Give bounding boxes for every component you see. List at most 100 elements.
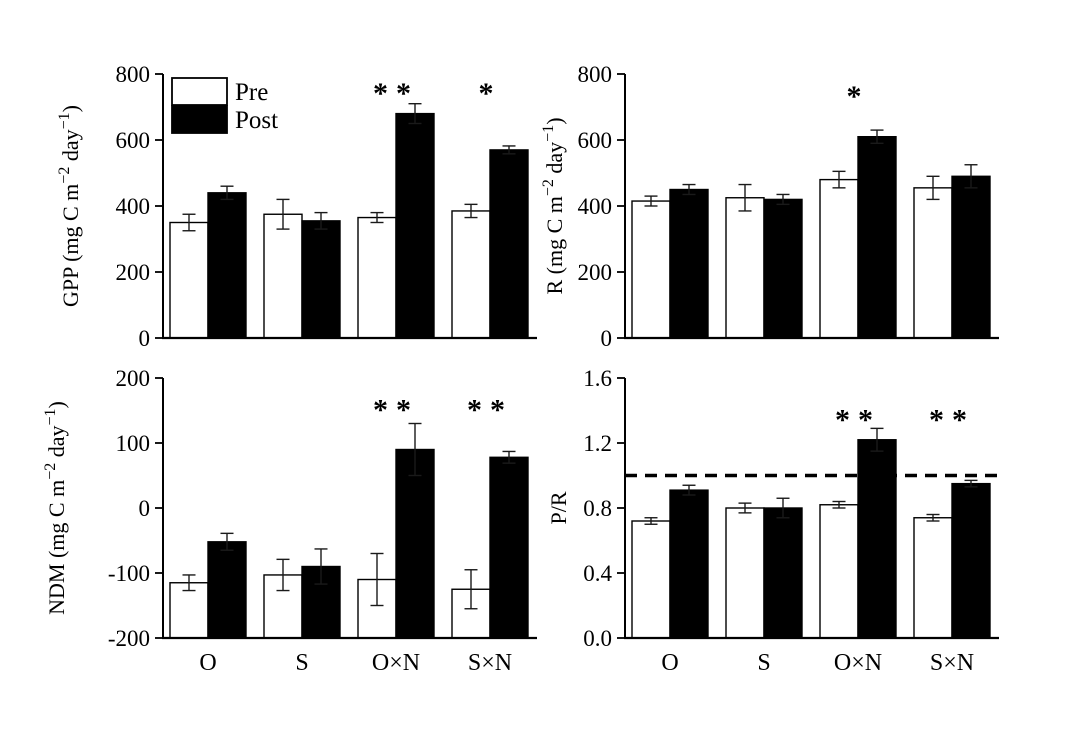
y-axis-label-ndm: NDM (mg C m−2 day−1) xyxy=(42,401,69,615)
y-tick-label-gpp-2: 400 xyxy=(116,194,151,219)
error-bar-gpp-pre-1 xyxy=(276,198,290,230)
bar-r-pre-3 xyxy=(913,187,953,339)
bar-gpp-pre-3 xyxy=(451,210,491,339)
y-tick-label-r-4: 800 xyxy=(578,62,613,87)
bar-ndm-pre-0 xyxy=(169,582,209,639)
error-bar-r-post-3 xyxy=(964,164,978,189)
error-bar-pr-post-3 xyxy=(964,479,978,488)
bar-pr-pre-2 xyxy=(819,504,859,639)
error-bar-pr-pre-2 xyxy=(832,500,846,509)
significance-marker-ndm-2: ** xyxy=(373,393,419,426)
error-bar-ndm-pre-2 xyxy=(370,552,384,607)
x-category-label-ndm-0: O xyxy=(199,650,216,676)
significance-marker-r-2: * xyxy=(847,80,870,113)
error-bar-r-post-2 xyxy=(870,129,884,145)
error-bar-ndm-pre-0 xyxy=(182,574,196,592)
y-axis-label-pr: P/R xyxy=(546,491,571,524)
y-tick-label-ndm-3: 100 xyxy=(116,431,151,456)
error-bar-r-post-0 xyxy=(682,183,696,196)
x-category-label-ndm-1: S xyxy=(295,650,308,676)
x-category-label-ndm-2: O×N xyxy=(372,650,420,676)
significance-marker-ndm-3: ** xyxy=(467,393,513,426)
y-tick-label-gpp-4: 800 xyxy=(116,62,151,87)
error-bar-gpp-post-3 xyxy=(502,145,516,155)
x-category-label-ndm-3: S×N xyxy=(468,650,512,676)
error-bar-pr-pre-1 xyxy=(738,502,752,514)
error-bar-gpp-post-2 xyxy=(408,102,422,125)
error-bar-pr-post-2 xyxy=(870,427,884,452)
error-bar-pr-post-1 xyxy=(776,497,790,519)
bar-pr-post-1 xyxy=(763,507,803,639)
error-bar-ndm-pre-1 xyxy=(276,558,290,592)
bar-pr-post-2 xyxy=(857,439,897,639)
x-category-label-pr-0: O xyxy=(661,650,678,676)
bar-gpp-post-0 xyxy=(207,192,247,339)
error-bar-gpp-post-1 xyxy=(314,211,328,230)
error-bar-ndm-pre-3 xyxy=(464,569,478,610)
y-tick-label-gpp-0: 0 xyxy=(139,326,151,351)
significance-marker-gpp-2: ** xyxy=(373,77,419,110)
bar-gpp-pre-0 xyxy=(169,221,209,339)
y-tick-label-gpp-1: 200 xyxy=(116,260,151,285)
y-tick-label-pr-2: 0.8 xyxy=(583,496,612,521)
bar-r-post-2 xyxy=(857,135,897,339)
y-axis-label-r: R (mg C m−2 day−1) xyxy=(540,117,567,294)
bar-r-post-3 xyxy=(951,175,991,339)
panel-pr: ** ** 0.0 0.4 0.8 1.2 1.6 P/R O S O×N S×N xyxy=(546,366,1003,676)
x-category-label-pr-3: S×N xyxy=(930,650,974,676)
bar-pr-pre-3 xyxy=(913,517,953,639)
y-tick-label-ndm-4: 200 xyxy=(116,366,151,391)
bar-gpp-post-2 xyxy=(395,112,435,339)
error-bar-gpp-post-0 xyxy=(220,185,234,201)
bar-gpp-post-3 xyxy=(489,149,529,339)
y-tick-label-ndm-2: 0 xyxy=(139,496,151,521)
y-tick-label-pr-0: 0.0 xyxy=(583,626,612,651)
legend-label-post: Post xyxy=(235,107,278,134)
y-axis-label-gpp: GPP (mg C m−2 day−1) xyxy=(56,105,83,307)
y-tick-label-r-0: 0 xyxy=(601,326,613,351)
bar-ndm-post-0 xyxy=(207,541,247,639)
legend-swatch-post xyxy=(171,105,228,134)
bar-pr-post-0 xyxy=(669,489,709,639)
y-tick-label-ndm-1: -100 xyxy=(108,561,150,586)
significance-marker-pr-2: ** xyxy=(835,403,881,436)
legend-swatch-pre xyxy=(171,77,228,106)
error-bar-gpp-pre-0 xyxy=(182,213,196,232)
x-category-label-pr-2: O×N xyxy=(834,650,882,676)
bar-ndm-post-3 xyxy=(489,456,529,639)
bar-r-pre-0 xyxy=(631,200,671,339)
error-bar-gpp-pre-2 xyxy=(370,211,384,224)
significance-marker-pr-3: ** xyxy=(929,403,975,436)
bar-gpp-pre-1 xyxy=(263,213,303,339)
y-tick-label-ndm-0: -200 xyxy=(108,626,150,651)
error-bar-ndm-post-3 xyxy=(502,450,516,464)
y-tick-label-r-3: 600 xyxy=(578,128,613,153)
bar-pr-post-3 xyxy=(951,482,991,639)
error-bar-gpp-pre-3 xyxy=(464,203,478,219)
bar-r-pre-2 xyxy=(819,178,859,339)
bar-r-pre-1 xyxy=(725,197,765,339)
panel-ndm: ** ** -200 -100 0 100 200 NDM (mg C m−2 day−1) O… xyxy=(42,366,537,676)
error-bar-r-pre-2 xyxy=(832,170,846,189)
legend-label-pre: Pre xyxy=(235,79,268,106)
x-category-label-pr-1: S xyxy=(757,650,770,676)
error-bar-pr-pre-3 xyxy=(926,513,940,522)
y-tick-label-pr-4: 1.6 xyxy=(583,366,612,391)
error-bar-r-pre-1 xyxy=(738,183,752,212)
error-bar-r-pre-3 xyxy=(926,175,940,201)
y-tick-label-gpp-3: 600 xyxy=(116,128,151,153)
bar-ndm-post-2 xyxy=(395,448,435,639)
error-bar-pr-post-0 xyxy=(682,484,696,496)
bar-pr-pre-0 xyxy=(631,520,671,639)
y-tick-label-r-1: 200 xyxy=(578,260,613,285)
error-bar-ndm-post-2 xyxy=(408,422,422,477)
y-tick-label-r-2: 400 xyxy=(578,194,613,219)
error-bar-r-pre-0 xyxy=(644,195,658,207)
bar-gpp-post-1 xyxy=(301,220,341,339)
y-tick-label-pr-1: 0.4 xyxy=(583,561,612,586)
bar-gpp-pre-2 xyxy=(357,216,397,339)
error-bar-ndm-post-1 xyxy=(314,548,328,585)
